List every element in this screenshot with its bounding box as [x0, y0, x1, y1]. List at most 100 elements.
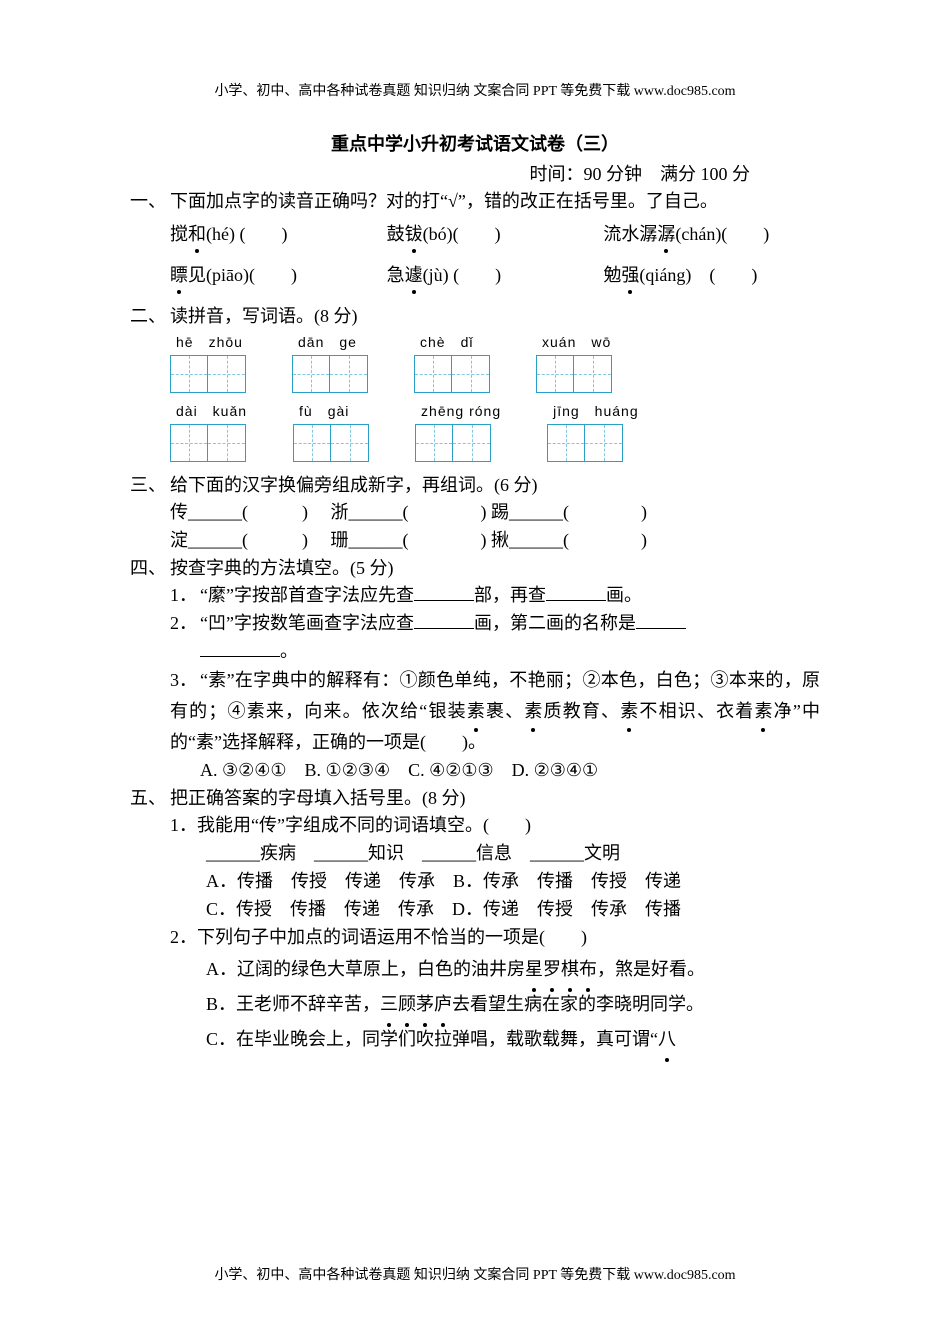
q4s1a: “縻”字按部首查字法应先查 — [200, 585, 414, 605]
q5s1B: B．传承 传播 传授 传递 — [453, 871, 681, 891]
q1r2a-post: 见 — [188, 265, 206, 285]
q5s2C-pre: C．在毕业晚会上，同学们吹拉弹唱，载歌载舞，真可谓“ — [206, 1029, 658, 1049]
q2-num: 二、 — [130, 303, 170, 330]
q1r2c-py: (qiáng) ( ) — [639, 265, 757, 285]
d: 罗 — [543, 952, 561, 987]
q2-row1: hē zhōu dān ge chè dǐ xuán wō — [130, 332, 820, 393]
q5-s2: 2．下列句子中加点的词语运用不恰当的一项是( ) — [130, 924, 820, 952]
d: 庐 — [434, 987, 452, 1022]
q2r1p0: hē zhōu — [170, 332, 243, 353]
d: 三 — [380, 987, 398, 1022]
q5-num: 五、 — [130, 785, 170, 812]
q5-s1-blanks: ______疾病 ______知识 ______信息 ______文明 — [130, 840, 820, 868]
tianzi-box — [585, 424, 623, 462]
q1-num: 一、 — [130, 188, 170, 215]
q4s2b: 画，第二画的名称是 — [474, 613, 636, 633]
tianzi-box — [452, 355, 490, 393]
q4-sub1-num: 1． — [170, 582, 200, 610]
d: 星 — [525, 952, 543, 987]
blank — [200, 638, 280, 657]
question-2: 二、 读拼音，写词语。(8 分) hē zhōu dān ge chè dǐ x… — [130, 303, 820, 462]
q1r1c-dot: 潺 — [657, 221, 675, 248]
q4s1b: 部，再查 — [474, 585, 546, 605]
doc-title: 重点中学小升初考试语文试卷（三） — [130, 130, 820, 156]
tianzi-box — [574, 355, 612, 393]
d: 棋 — [561, 952, 579, 987]
page-footer: 小学、初中、高中各种试卷真题 知识归纳 文案合同 PPT 等免费下载 www.d… — [0, 1264, 950, 1284]
q2r1p3: xuán wō — [536, 332, 611, 353]
q4s3b: 裹、 — [485, 701, 525, 721]
q2r2p2: zhēng róng — [415, 401, 501, 422]
q3-line1: 传______( ) 浙______( ) 踢______( ) — [130, 499, 820, 527]
tianzi-box — [293, 424, 331, 462]
q4-sub2-num: 2． — [170, 610, 200, 638]
q2r1p1: dān ge — [292, 332, 357, 353]
q2r2p0: dài kuǎn — [170, 401, 247, 422]
q1r1c-pre: 流水潺 — [603, 224, 657, 244]
q4s1c: 画。 — [606, 585, 642, 605]
d: 顾 — [398, 987, 416, 1022]
tianzi-box — [331, 424, 369, 462]
q5s2B-pre: B．王老师不辞辛苦， — [206, 994, 380, 1014]
q5-s1: 1．我能用“传”字组成不同的词语填空。( ) — [130, 812, 820, 840]
q4-sub3-num: 3． — [170, 665, 200, 696]
q1-stem: 下面加点字的读音正确吗？对的打“√”，错的改正在括号里。了自己。 — [170, 188, 820, 215]
blank — [414, 610, 474, 629]
q5s2B-post: 去看望生病在家的李晓明同学。 — [452, 994, 704, 1014]
tianzi-box — [415, 424, 453, 462]
q5s2A-pre: A．辽阔的绿色大草原上，白色的油井房 — [206, 959, 525, 979]
q1r1b-pre: 鼓 — [387, 224, 405, 244]
q5s1C: C．传授 传播 传递 传承 — [206, 899, 434, 919]
question-5: 五、 把正确答案的字母填入括号里。(8 分) 1．我能用“传”字组成不同的词语填… — [130, 785, 820, 1057]
q3-line2: 淀______( ) 珊______( ) 揪______( ) — [130, 527, 820, 555]
q4s3-dot1: 素 — [467, 696, 485, 727]
q5s2C-dot: 八 — [658, 1022, 676, 1057]
tianzi-box — [547, 424, 585, 462]
q5s1A: A．传播 传授 传递 传承 — [206, 871, 435, 891]
q1r2a-py: (piāo)( ) — [206, 265, 297, 285]
q1r2c-dot: 强 — [621, 262, 639, 289]
q2r2p3: jīng huáng — [547, 401, 639, 422]
q1-row1: 搅和(hé) ( ) 鼓钹(bó)( ) 流水潺潺(chán)( ) — [170, 221, 820, 248]
tianzi-box — [330, 355, 368, 393]
page-header: 小学、初中、高中各种试卷真题 知识归纳 文案合同 PPT 等免费下载 www.d… — [130, 80, 820, 100]
q4-num: 四、 — [130, 555, 170, 582]
question-3: 三、 给下面的汉字换偏旁组成新字，再组词。(6 分) 传______( ) 浙_… — [130, 472, 820, 555]
blank — [636, 610, 686, 629]
d: 布 — [579, 952, 597, 987]
q4s3-dot4: 素 — [754, 696, 772, 727]
q2-stem: 读拼音，写词语。(8 分) — [170, 303, 820, 330]
blank — [546, 582, 606, 601]
q4s3c: 质教育、 — [542, 701, 620, 721]
q4-stem: 按查字典的方法填空。(5 分) — [170, 555, 820, 582]
timing-line: 时间：90 分钟 满分 100 分 — [130, 160, 820, 186]
question-1: 一、 下面加点字的读音正确吗？对的打“√”，错的改正在括号里。了自己。 搅和(h… — [130, 188, 820, 289]
blank — [414, 582, 474, 601]
tianzi-box — [414, 355, 452, 393]
q1r1c-py: (chán)( ) — [675, 224, 769, 244]
q1-row2: 瞟见(piāo)( ) 急遽(jù) ( ) 勉强(qiáng) ( ) — [170, 262, 820, 289]
tianzi-box — [536, 355, 574, 393]
q1r1a-pre: 搅 — [170, 224, 188, 244]
q5s1D: D．传递 传授 传承 传播 — [452, 899, 681, 919]
q4s3-dot2: 素 — [524, 696, 542, 727]
tianzi-box — [170, 424, 208, 462]
q1r2b-py: (jù) ( ) — [423, 265, 501, 285]
q1r1b-dot: 钹 — [405, 221, 423, 248]
q4s2a: “凹”字按数笔画查字法应查 — [200, 613, 414, 633]
question-4: 四、 按查字典的方法填空。(5 分) 1．“縻”字按部首查字法应先查 部，再查 画。… — [130, 555, 820, 785]
q1r2b-dot: 遽 — [405, 262, 423, 289]
q1r2c-pre: 勉 — [603, 265, 621, 285]
q1r2b-pre: 急 — [387, 265, 405, 285]
q2-row2: dài kuǎn fù gài zhēng róng jīng huáng — [130, 401, 820, 462]
q1r1b-py: (bó)( ) — [423, 224, 501, 244]
q2r1p2: chè dǐ — [414, 332, 473, 353]
tianzi-box — [208, 355, 246, 393]
tianzi-box — [453, 424, 491, 462]
q1r1a-py: (hé) ( ) — [206, 224, 287, 244]
tianzi-box — [170, 355, 208, 393]
q1r1a-dot: 和 — [188, 221, 206, 248]
q4s3d: 不相识、衣着 — [638, 701, 754, 721]
tianzi-box — [208, 424, 246, 462]
tianzi-box — [292, 355, 330, 393]
